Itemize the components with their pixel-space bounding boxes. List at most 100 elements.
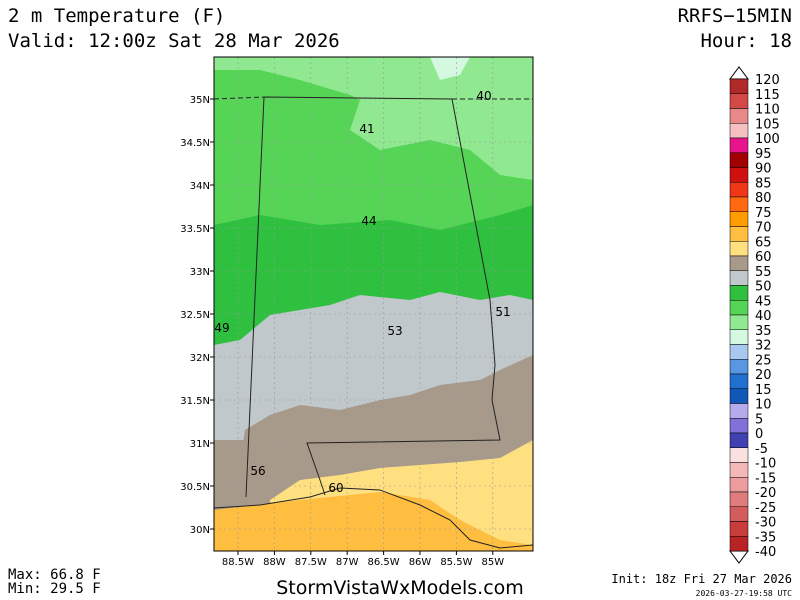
colorbar-swatch — [729, 226, 749, 242]
colorbar-swatch — [729, 123, 749, 139]
colorbar-swatch — [729, 344, 749, 360]
state-border — [245, 96, 501, 498]
lat-label: 30.5N — [180, 482, 210, 493]
colorbar-swatch — [729, 491, 749, 507]
contour-label: 51 — [495, 305, 510, 319]
colorbar-label: 32 — [755, 339, 772, 354]
lat-label: 33.5N — [180, 224, 210, 235]
lon-label: 88W — [263, 557, 286, 568]
colorbar-label: 50 — [755, 280, 772, 295]
contour-label: 40 — [476, 89, 491, 103]
lat-label: 34.5N — [180, 138, 210, 149]
colorbar-label: -25 — [755, 501, 776, 516]
valid-time: Valid: 12:00z Sat 28 Mar 2026 — [8, 30, 340, 52]
colorbar-swatch — [729, 255, 749, 271]
colorbar-end — [729, 550, 749, 564]
lon-label: 86W — [409, 557, 432, 568]
colorbar-label: 110 — [755, 103, 780, 118]
colorbar-label: 95 — [755, 147, 772, 162]
colorbar-label: 10 — [755, 398, 772, 413]
lat-label: 34N — [190, 181, 210, 192]
colorbar-swatch — [729, 506, 749, 522]
field — [214, 57, 533, 160]
lon-label: 85W — [481, 557, 504, 568]
colorbar-swatch — [729, 167, 749, 183]
lat-label: 32.5N — [180, 310, 210, 321]
colorbar-label: 60 — [755, 250, 772, 265]
colorbar-label: 65 — [755, 235, 772, 250]
lat-label: 33N — [190, 267, 210, 278]
colorbar-swatch — [729, 78, 749, 94]
colorbar-swatch — [729, 241, 749, 257]
lat-label: 32N — [190, 353, 210, 364]
colorbar-label: -20 — [755, 486, 776, 501]
colorbar-label: -10 — [755, 457, 776, 472]
colorbar-label: 25 — [755, 353, 772, 368]
colorbar-swatch — [729, 477, 749, 493]
colorbar-swatch — [729, 373, 749, 389]
contour-label: 60 — [328, 481, 343, 495]
colorbar-label: 90 — [755, 162, 772, 177]
min-value: Min: 29.5 F — [8, 581, 101, 597]
field — [430, 57, 470, 80]
contour-label: 49 — [214, 321, 229, 335]
colorbar-swatch — [729, 108, 749, 124]
colorbar-swatch — [729, 521, 749, 537]
colorbar-label: 0 — [755, 427, 763, 442]
max-value: Max: 66.8 F — [8, 567, 101, 583]
colorbar-swatch — [729, 329, 749, 345]
colorbar-swatch — [729, 270, 749, 286]
colorbar-swatch — [729, 432, 749, 448]
colorbar-label: 35 — [755, 324, 772, 339]
colorbar-swatch — [729, 314, 749, 330]
colorbar-swatch — [729, 285, 749, 301]
colorbar-label: 120 — [755, 73, 780, 88]
colorbar-swatch — [729, 300, 749, 316]
colorbar-label: -15 — [755, 471, 776, 486]
colorbar-label: 100 — [755, 132, 780, 147]
lat-label: 31N — [190, 439, 210, 450]
model: RRFS−15MIN — [678, 5, 792, 27]
colorbar-swatch — [729, 388, 749, 404]
field — [214, 492, 533, 551]
lat-label: 35N — [190, 95, 210, 106]
colorbar-label: 15 — [755, 383, 772, 398]
contour-label: 41 — [359, 122, 374, 136]
colorbar-label: -5 — [755, 442, 768, 457]
colorbar-swatch — [729, 359, 749, 375]
timestamp: 2026-03-27-19:58 UTC — [696, 589, 793, 598]
contour-label: 44 — [361, 214, 376, 228]
lat-label: 31.5N — [180, 396, 210, 407]
colorbar-label: 80 — [755, 191, 772, 206]
colorbar-end — [729, 66, 749, 80]
lon-label: 87W — [336, 557, 359, 568]
colorbar-label: -30 — [755, 516, 776, 531]
colorbar-swatch — [729, 182, 749, 198]
lat-label: 30N — [190, 525, 210, 536]
colorbar-swatch — [729, 536, 749, 552]
colorbar-swatch — [729, 196, 749, 212]
field — [350, 90, 533, 180]
map-frame — [213, 56, 534, 552]
colorbar-swatch — [729, 137, 749, 153]
colorbar-label: 105 — [755, 117, 780, 132]
colorbar-label: 20 — [755, 368, 772, 383]
colorbar-swatch — [729, 418, 749, 434]
colorbar-label: 55 — [755, 265, 772, 280]
map — [214, 57, 533, 551]
colorbar-label: 70 — [755, 221, 772, 236]
colorbar-label: -40 — [755, 545, 776, 560]
colorbar-label: 85 — [755, 176, 772, 191]
colorbar-label: 45 — [755, 294, 772, 309]
lon-label: 88.5W — [222, 557, 254, 568]
state-border — [214, 96, 533, 100]
colorbar-swatch — [729, 447, 749, 463]
forecast-hour: Hour: 18 — [700, 30, 792, 52]
colorbar-label: 75 — [755, 206, 772, 221]
contour-label: 53 — [387, 324, 402, 338]
colorbar-swatch — [729, 152, 749, 168]
colorbar-swatch — [729, 403, 749, 419]
coastline — [214, 487, 533, 549]
site: StormVistaWxModels.com — [276, 577, 524, 599]
